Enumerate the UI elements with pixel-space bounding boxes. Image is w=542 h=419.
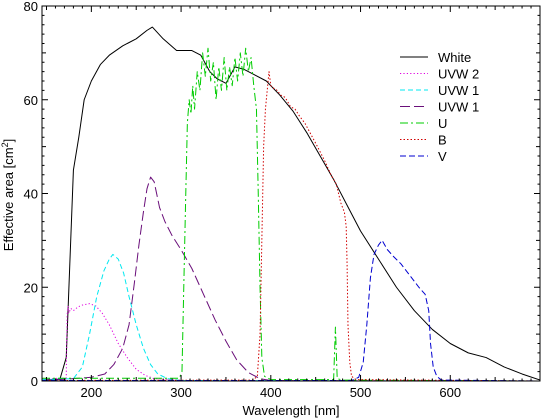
y-tick-label: 0 [31, 374, 38, 389]
x-tick-label: 400 [260, 385, 282, 400]
y-axis-label-main: Effective area [cm [1, 147, 16, 251]
y-axis-label-close: ] [1, 139, 16, 143]
y-tick-label: 80 [24, 0, 38, 14]
legend-label: B [438, 133, 447, 148]
y-tick-label: 60 [24, 93, 38, 108]
legend-label: UVW 2 [438, 67, 479, 82]
legend-label: V [438, 149, 447, 164]
legend-label: U [438, 116, 447, 131]
y-tick-label: 40 [24, 187, 38, 202]
series-line-b-5 [42, 71, 540, 381]
legend-label: White [438, 50, 471, 65]
plot-area [42, 26, 540, 381]
x-tick-label: 300 [170, 385, 192, 400]
legend-label: UVW 1 [438, 83, 479, 98]
x-axis-label: Wavelength [nm] [242, 403, 339, 418]
ticks: 200 300 400 500 600 0 20 40 60 80 [24, 0, 541, 400]
series-line-uvw-1-3 [42, 176, 540, 381]
legend-label: UVW 1 [438, 100, 479, 115]
x-tick-label: 200 [80, 385, 102, 400]
series-line-uvw-2-1 [42, 303, 540, 381]
y-axis-label: Effective area [cm2] [0, 139, 16, 251]
x-tick-label: 600 [439, 385, 461, 400]
series-line-v-6 [42, 239, 540, 381]
x-tick-label: 500 [350, 385, 372, 400]
y-axis-label-superscript: 2 [0, 142, 10, 147]
y-tick-label: 20 [24, 280, 38, 295]
series-line-uvw-1-2 [42, 253, 540, 381]
